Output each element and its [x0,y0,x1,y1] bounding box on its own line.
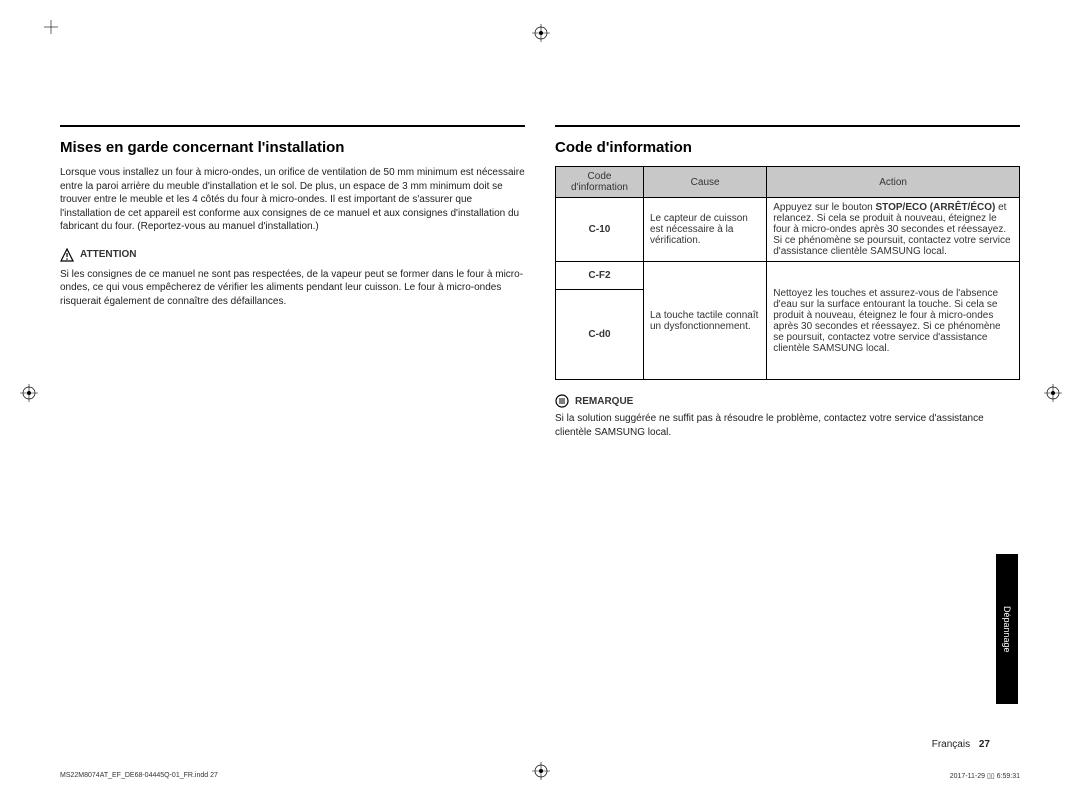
section-rule [60,125,525,127]
action-pre: Appuyez sur le bouton [773,202,875,213]
print-footer: MS22M8074AT_EF_DE68-04445Q-01_FR.indd 27… [60,772,1020,780]
print-timestamp: 2017-11-29 ▯▯ 6:59:31 [950,772,1020,780]
remark-text: Si la solution suggérée ne suffit pas à … [555,412,1020,439]
registration-mark-left [20,384,38,402]
warning-icon [60,248,74,262]
footer-page-number: 27 [979,739,990,750]
th-cause: Cause [644,167,767,198]
registration-mark-right [1044,384,1062,402]
right-column: Code d'information Code d'information Ca… [555,125,1020,453]
remark-header: REMARQUE [555,394,1020,408]
action-bold: STOP/ECO (ARRÊT/ÉCO) [876,202,996,213]
cell-code-c10: C-10 [556,198,644,262]
left-column: Mises en garde concernant l'installation… [60,125,525,453]
table-row: C-10 Le capteur de cuisson est nécessair… [556,198,1020,262]
cell-cause-c10: Le capteur de cuisson est nécessaire à l… [644,198,767,262]
cell-action-c10: Appuyez sur le bouton STOP/ECO (ARRÊT/ÉC… [767,198,1020,262]
side-tab-depannage: Dépannage [996,554,1018,704]
left-section-title: Mises en garde concernant l'installation [60,139,525,156]
info-code-table: Code d'information Cause Action C-10 Le … [555,166,1020,380]
crop-mark-tl [44,20,58,34]
installation-paragraph: Lorsque vous installez un four à micro-o… [60,166,525,234]
note-icon [555,394,569,408]
cell-code-cd0: C-d0 [556,290,644,380]
table-header-row: Code d'information Cause Action [556,167,1020,198]
attention-header: ATTENTION [60,248,525,262]
two-column-layout: Mises en garde concernant l'installation… [60,125,1020,453]
th-action: Action [767,167,1020,198]
right-section-title: Code d'information [555,139,1020,156]
remark-label: REMARQUE [575,396,633,407]
print-file-name: MS22M8074AT_EF_DE68-04445Q-01_FR.indd 27 [60,772,218,780]
cell-code-cf2: C-F2 [556,262,644,290]
page-content: Mises en garde concernant l'installation… [60,30,1020,750]
th-code: Code d'information [556,167,644,198]
cell-action-touch: Nettoyez les touches et assurez-vous de … [767,262,1020,380]
attention-text: Si les consignes de ce manuel ne sont pa… [60,268,525,309]
attention-label: ATTENTION [80,249,136,260]
table-row: C-F2 La touche tactile connaît un dysfon… [556,262,1020,290]
footer-language: Français [932,739,970,750]
page-footer: Français 27 [932,739,990,750]
cell-cause-touch: La touche tactile connaît un dysfonction… [644,262,767,380]
section-rule [555,125,1020,127]
